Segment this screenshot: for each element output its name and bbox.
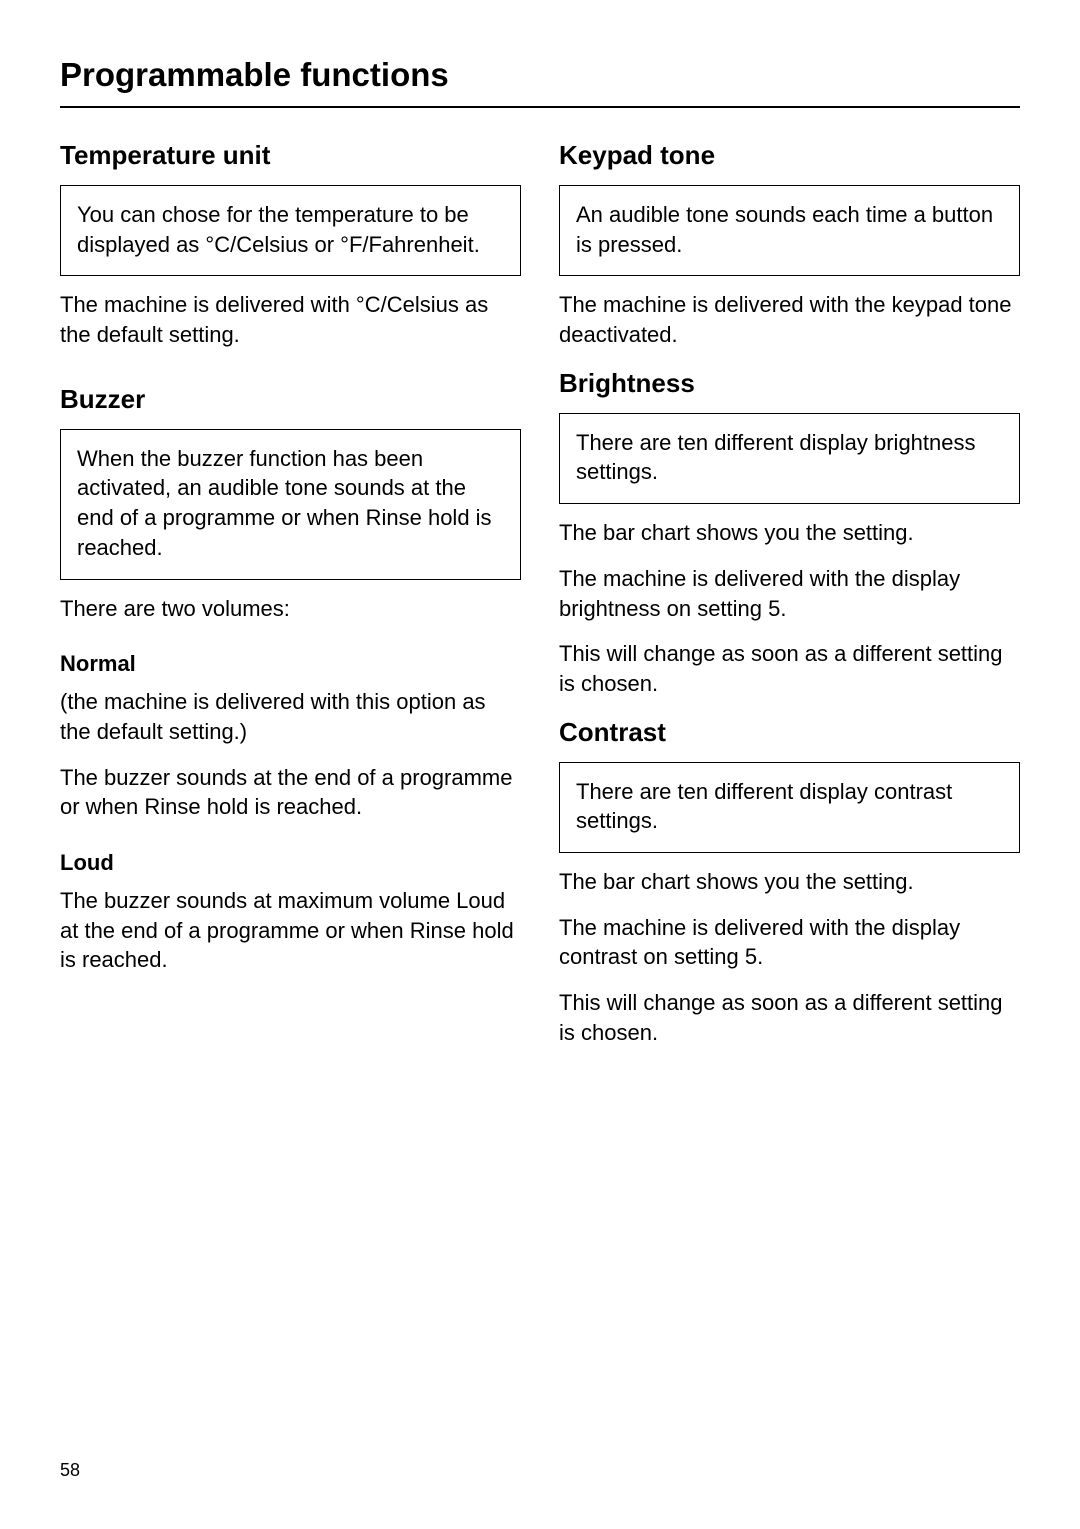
contrast-default-note: The machine is delivered with the displa… [559, 913, 1020, 972]
content-columns: Temperature unit You can chose for the t… [60, 134, 1020, 1063]
temp-default-note: The machine is delivered with °C/Celsius… [60, 290, 521, 349]
contrast-change-note: This will change as soon as a different … [559, 988, 1020, 1047]
normal-default-note: (the machine is delivered with this opti… [60, 687, 521, 746]
heading-buzzer: Buzzer [60, 384, 521, 415]
loud-option: Loud [456, 888, 505, 913]
heading-brightness: Brightness [559, 368, 1020, 399]
subheading-loud: Loud [60, 850, 521, 876]
heading-contrast: Contrast [559, 717, 1020, 748]
buzzer-volumes-intro: There are two volumes: [60, 594, 521, 624]
box-brightness: There are ten different display brightne… [559, 413, 1020, 504]
temp-box-mid: or [308, 232, 340, 257]
box-buzzer: When the buzzer function has been activa… [60, 429, 521, 580]
brightness-default-note: The machine is delivered with the displa… [559, 564, 1020, 623]
temp-option-fahrenheit: °F/Fahrenheit [340, 232, 474, 257]
contrast-barchart-note: The bar chart shows you the setting. [559, 867, 1020, 897]
heading-keypad-tone: Keypad tone [559, 140, 1020, 171]
right-column: Keypad tone An audible tone sounds each … [559, 134, 1020, 1063]
page-number: 58 [60, 1460, 80, 1481]
heading-temperature-unit: Temperature unit [60, 140, 521, 171]
page-title: Programmable functions [60, 56, 1020, 108]
box-temperature-unit: You can chose for the temperature to be … [60, 185, 521, 276]
loud-pre: The buzzer sounds at maximum volume [60, 888, 456, 913]
loud-post: at the end of a programme or when Rinse … [60, 918, 514, 973]
left-column: Temperature unit You can chose for the t… [60, 134, 521, 1063]
normal-description: The buzzer sounds at the end of a progra… [60, 763, 521, 822]
brightness-change-note: This will change as soon as a different … [559, 639, 1020, 698]
loud-description: The buzzer sounds at maximum volume Loud… [60, 886, 521, 975]
box-keypad-tone: An audible tone sounds each time a butto… [559, 185, 1020, 276]
subheading-normal: Normal [60, 651, 521, 677]
temp-option-celsius: °C/Celsius [205, 232, 308, 257]
keypad-default-note: The machine is delivered with the keypad… [559, 290, 1020, 349]
temp-box-post: . [474, 232, 480, 257]
box-contrast: There are ten different display contrast… [559, 762, 1020, 853]
brightness-barchart-note: The bar chart shows you the setting. [559, 518, 1020, 548]
